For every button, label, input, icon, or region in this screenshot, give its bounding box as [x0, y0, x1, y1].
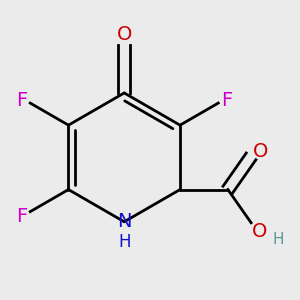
Text: H: H: [118, 233, 130, 251]
Text: O: O: [116, 25, 132, 44]
Text: F: F: [221, 91, 232, 110]
Text: N: N: [117, 212, 131, 231]
Text: F: F: [16, 91, 28, 110]
Text: H: H: [273, 232, 284, 247]
Text: O: O: [251, 222, 267, 242]
Text: O: O: [253, 142, 268, 161]
Text: F: F: [16, 207, 28, 226]
